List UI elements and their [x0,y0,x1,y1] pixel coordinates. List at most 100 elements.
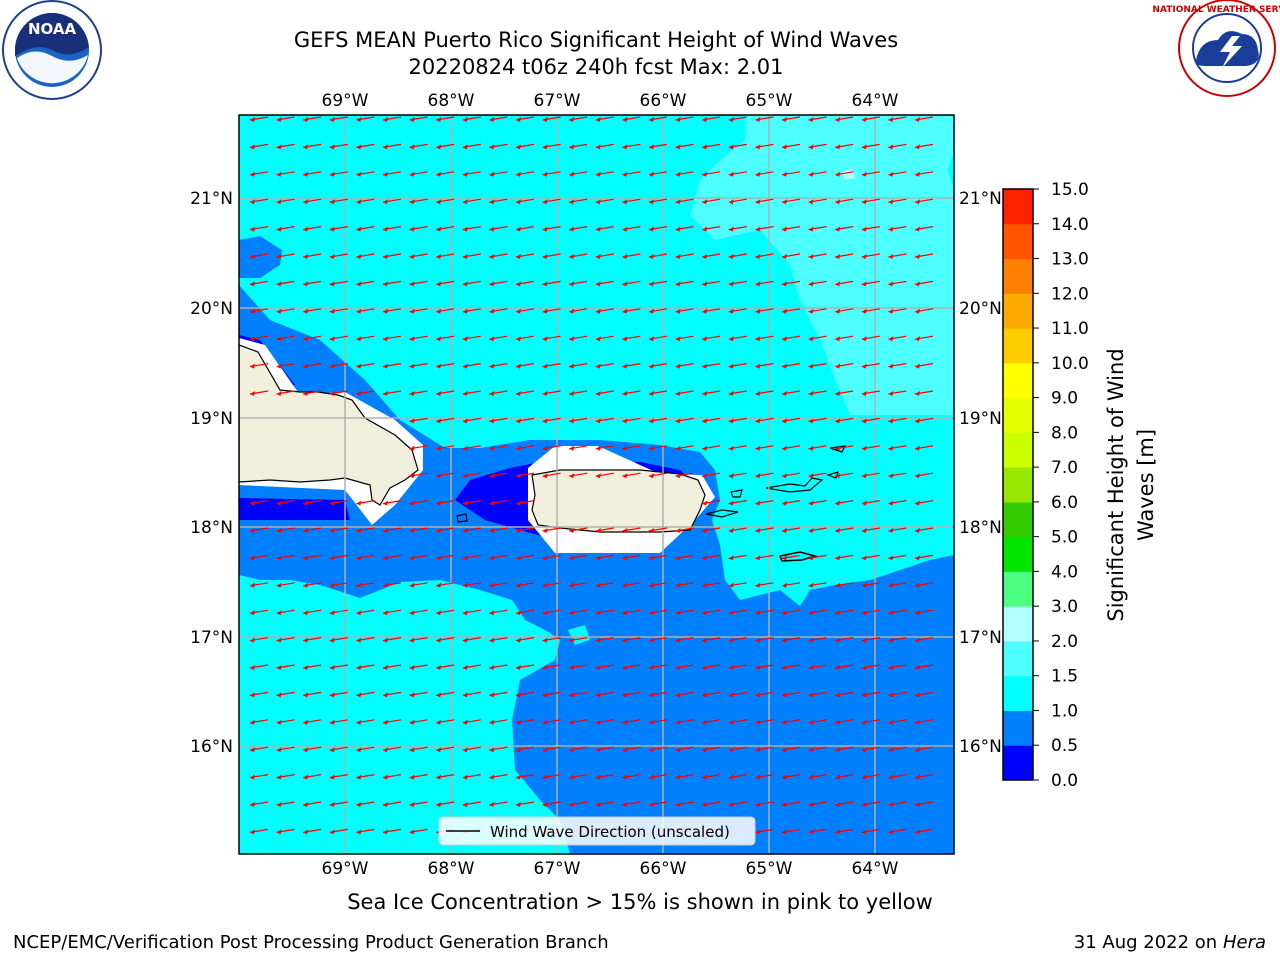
wind-wave-arrow-head [728,610,734,616]
wind-wave-arrow-head [755,555,761,561]
wind-wave-arrow-head [622,391,628,396]
wind-wave-arrow-head [888,281,894,287]
lon-label: 66°W [640,859,687,879]
wind-wave-arrow-head [303,665,309,670]
wind-wave-arrow-head [250,747,255,753]
wind-wave-arrow-head [861,445,867,451]
wind-wave-arrow-head [808,637,814,643]
wind-wave-arrow-head [595,719,601,725]
wind-wave-arrow-head [808,692,814,698]
wind-wave-arrow-head [728,637,734,643]
wind-wave-arrow-head [462,774,468,780]
wind-wave-arrow-head [595,144,601,150]
wind-wave-arrow-head [276,528,282,533]
mona-island [456,513,468,523]
colorbar-swatch [1003,501,1033,538]
wind-wave-arrow-head [303,829,309,835]
lat-label: 18°N [190,518,233,538]
colorbar-swatch [1003,293,1033,329]
wind-wave-arrow-head [835,336,841,342]
wind-wave-arrow-head [888,774,894,780]
wind-wave-arrow-head [489,582,495,588]
wind-wave-arrow-head [888,445,894,451]
wind-wave-arrow-head [675,555,681,561]
wind-wave-arrow-head [702,747,708,753]
wind-wave-arrow-head [250,199,255,205]
wind-wave-arrow-head [888,363,894,369]
wind-wave-arrow-head [808,610,814,616]
wind-wave-arrow-head [489,363,495,369]
wind-wave-arrow-head [595,418,601,424]
wind-wave-arrow-head [542,610,548,616]
wind-wave-arrow-head [861,637,867,643]
wind-wave-arrow-head [329,528,335,533]
wind-wave-arrow-head [755,747,761,753]
wind-wave-arrow-head [861,418,867,424]
wind-wave-arrow-head [542,774,548,780]
wind-wave-arrow-head [782,281,787,287]
wind-wave-arrow-head [462,171,468,177]
wind-wave-arrow-head [303,802,309,807]
wind-wave-arrow-head [861,336,867,342]
wind-wave-arrow-head [595,171,601,177]
wind-wave-arrow-head [516,391,521,396]
wind-wave-arrow-head [409,610,415,616]
wind-wave-arrow-head [782,774,787,780]
wind-wave-arrow-head [569,747,575,753]
wind-wave-arrow-head [702,610,708,616]
wind-wave-arrow-head [436,117,442,122]
wind-wave-arrow-head [728,171,734,177]
wind-wave-arrow-head [728,774,734,780]
wind-wave-arrow-head [516,719,521,725]
wind-wave-arrow-head [782,637,787,643]
wind-wave-arrow-head [595,199,601,205]
wind-wave-arrow-head [861,774,867,780]
wind-wave-arrow-head [835,117,841,122]
wind-wave-arrow-head [888,199,894,205]
wind-wave-arrow-head [755,473,761,479]
wind-wave-arrow-head [888,829,894,835]
wind-wave-arrow-head [622,171,628,177]
st-croix-island [778,551,818,562]
wind-wave-arrow-head [808,774,814,780]
lat-label: 18°N [959,518,1002,538]
wind-wave-arrow-head [250,692,255,698]
wind-wave-arrow-head [383,555,388,561]
wind-wave-arrow-head [383,829,388,835]
map-area [239,115,954,854]
colorbar-tick-label: 7.0 [1051,458,1078,478]
colorbar-tick-label: 0.5 [1051,736,1078,756]
wind-wave-arrow-head [462,226,468,232]
wind-wave-arrow-head [356,254,362,259]
wind-wave-arrow-head [835,144,841,150]
wind-wave-arrow-head [835,719,841,725]
wind-wave-arrow-head [755,445,761,451]
colorbar-label-line2: Waves [m] [1134,429,1158,541]
wind-wave-arrow-head [462,281,468,287]
wind-wave-arrow-head [383,199,388,205]
wind-wave-arrow-head [489,610,495,616]
colorbar-swatch [1003,432,1033,468]
wind-wave-arrow-head [861,747,867,753]
colorbar-tick-label: 9.0 [1051,389,1078,409]
wind-wave-arrow-head [383,226,388,232]
wind-wave-arrow-head [329,555,335,561]
wind-wave-arrow-head [329,117,335,122]
wind-wave-arrow-head [595,637,601,643]
wind-wave-arrow-head [675,692,681,698]
lat-label: 21°N [190,189,233,209]
lat-label: 21°N [959,189,1002,209]
wind-wave-arrow-head [409,117,415,122]
wind-wave-arrow-head [516,582,521,588]
wind-wave-arrow-head [835,418,841,424]
wind-wave-arrow-head [462,500,468,506]
wind-wave-arrow-head [675,802,681,807]
lat-label: 20°N [959,299,1002,319]
wind-wave-arrow-head [303,555,309,561]
wind-wave-arrow-head [329,747,335,753]
wind-wave-arrow-head [888,308,894,314]
wind-wave-arrow-head [436,582,442,588]
wind-wave-arrow-head [702,582,708,588]
wind-wave-arrow-head [915,610,920,616]
wind-wave-arrow-head [329,171,335,177]
